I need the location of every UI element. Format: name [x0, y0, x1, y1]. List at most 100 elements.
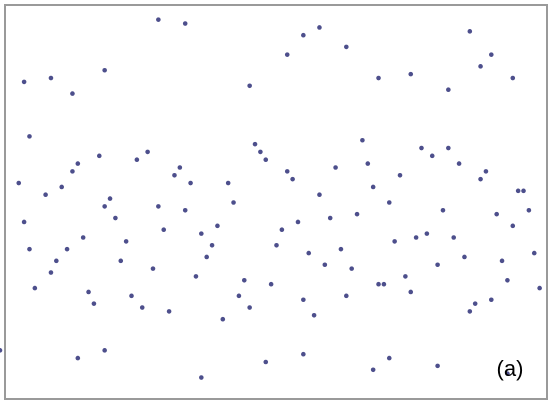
point — [521, 189, 526, 194]
point — [301, 297, 306, 302]
point — [387, 200, 392, 205]
point — [537, 286, 542, 291]
point — [172, 173, 177, 178]
point — [269, 282, 274, 287]
point — [478, 177, 483, 182]
point — [344, 294, 349, 299]
frame — [5, 5, 547, 399]
point — [263, 157, 268, 162]
point — [76, 161, 81, 166]
point — [247, 84, 252, 89]
point — [419, 146, 424, 151]
point — [183, 21, 188, 26]
point — [145, 150, 150, 155]
point — [382, 282, 387, 287]
point — [102, 68, 107, 73]
point — [328, 216, 333, 221]
point — [323, 262, 328, 267]
point — [97, 154, 102, 159]
point — [532, 251, 537, 256]
point — [0, 348, 2, 353]
point — [16, 181, 21, 186]
point — [221, 317, 226, 322]
point — [408, 72, 413, 77]
figure-panel: (a) — [0, 0, 552, 405]
point — [510, 224, 515, 229]
point — [430, 154, 435, 159]
point — [446, 146, 451, 151]
point — [43, 192, 48, 197]
point — [65, 247, 70, 252]
point — [27, 247, 32, 252]
point — [274, 243, 279, 248]
point — [161, 227, 166, 232]
point — [306, 251, 311, 256]
point — [317, 192, 322, 197]
point — [403, 274, 408, 279]
point — [285, 52, 290, 57]
point — [451, 235, 456, 240]
point — [371, 185, 376, 190]
point — [92, 301, 97, 306]
point — [333, 165, 338, 170]
point — [301, 352, 306, 357]
point — [22, 80, 27, 85]
point — [102, 204, 107, 209]
point — [70, 91, 75, 96]
point — [49, 76, 54, 81]
point — [167, 309, 172, 314]
point — [129, 294, 134, 299]
point — [360, 138, 365, 143]
point — [355, 212, 360, 217]
point — [86, 290, 91, 295]
point — [27, 134, 32, 139]
point — [317, 25, 322, 30]
point — [247, 305, 252, 310]
point — [435, 364, 440, 369]
point — [81, 235, 86, 240]
point — [231, 200, 236, 205]
point — [376, 282, 381, 287]
point — [435, 262, 440, 267]
point — [258, 150, 263, 155]
point — [339, 247, 344, 252]
point — [468, 309, 473, 314]
point — [457, 161, 462, 166]
point — [478, 64, 483, 69]
point — [387, 356, 392, 361]
point — [425, 231, 430, 236]
point — [349, 266, 354, 271]
point — [290, 177, 295, 182]
point — [156, 204, 161, 209]
point — [188, 181, 193, 186]
point — [285, 169, 290, 174]
point — [301, 33, 306, 38]
point — [408, 290, 413, 295]
point — [237, 294, 242, 299]
point — [118, 259, 123, 264]
point — [516, 189, 521, 194]
point — [194, 274, 199, 279]
point — [505, 278, 510, 283]
point — [108, 196, 113, 201]
point — [468, 29, 473, 34]
point — [462, 255, 467, 260]
point — [489, 52, 494, 57]
point — [510, 76, 515, 81]
point — [441, 208, 446, 213]
point — [226, 181, 231, 186]
point — [183, 208, 188, 213]
point — [49, 270, 54, 275]
point — [527, 208, 532, 213]
point — [392, 239, 397, 244]
point — [414, 235, 419, 240]
point — [489, 297, 494, 302]
point — [113, 216, 118, 221]
point — [178, 165, 183, 170]
point — [376, 76, 381, 81]
point — [156, 17, 161, 22]
point — [365, 161, 370, 166]
point — [242, 278, 247, 283]
point — [473, 301, 478, 306]
point — [59, 185, 64, 190]
